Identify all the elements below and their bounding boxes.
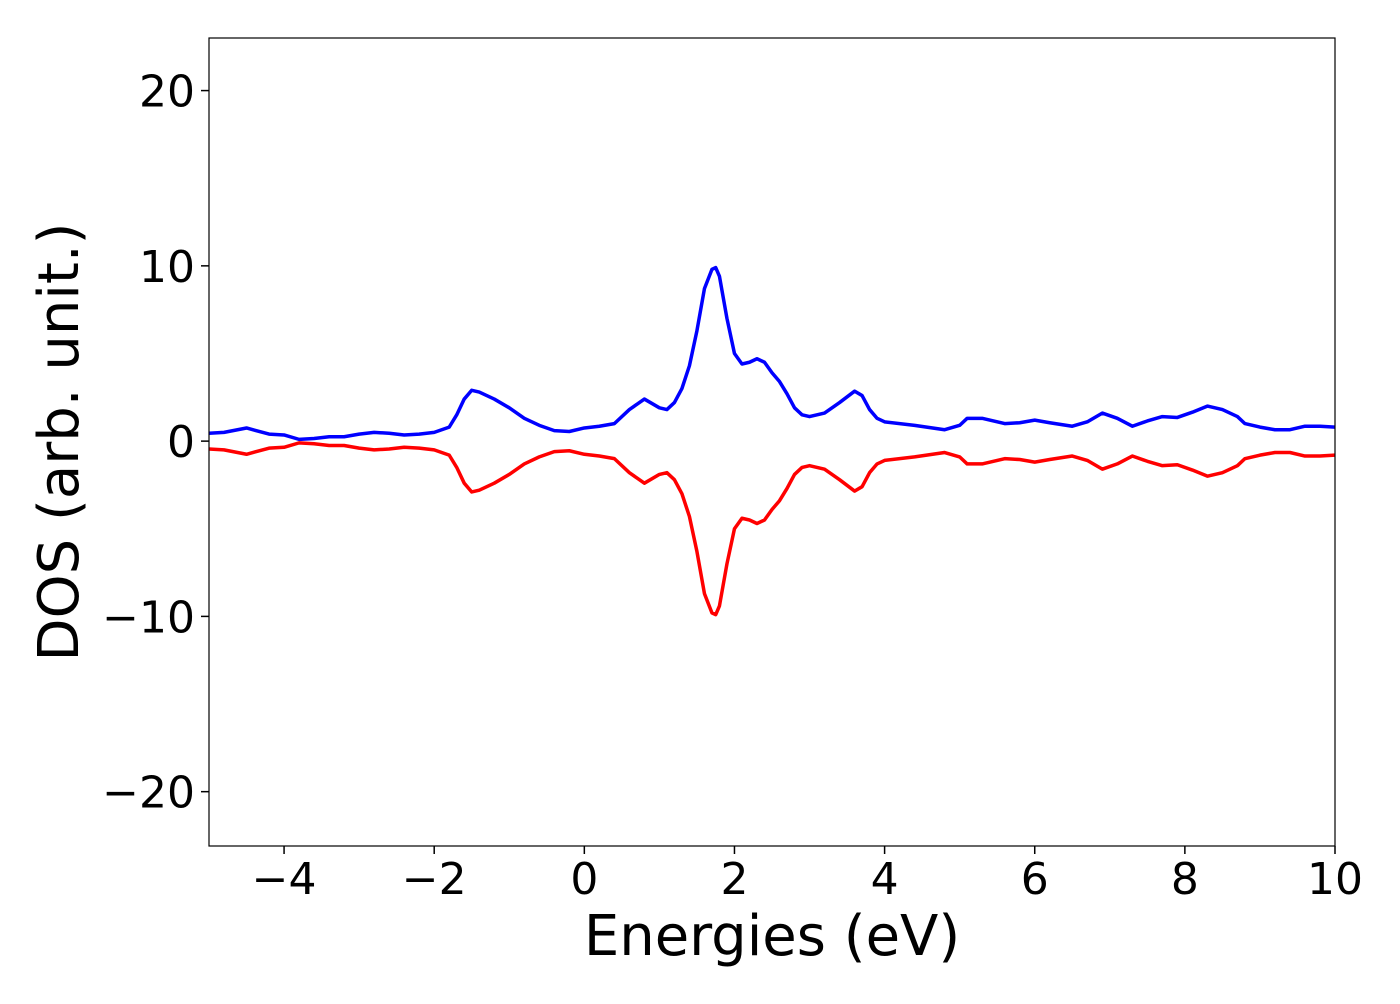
y-tick-label: 20 [139, 67, 195, 118]
x-tick-label: 0 [570, 854, 598, 905]
x-tick-label: −4 [252, 854, 317, 905]
x-tick-label: 4 [871, 854, 899, 905]
y-tick-label: 0 [167, 417, 195, 468]
line-series [209, 441, 1335, 617]
plot-frame [208, 37, 1336, 847]
y-tick-label: −20 [102, 768, 195, 819]
y-tick-label: −10 [102, 592, 195, 643]
y-tick-label: 10 [139, 242, 195, 293]
x-tick-label: 8 [1171, 854, 1199, 905]
line-series [209, 265, 1335, 442]
x-tick-label: −2 [402, 854, 467, 905]
x-tick-label: 6 [1021, 854, 1049, 905]
x-tick-label: 2 [720, 854, 748, 905]
x-axis-label: Energies (eV) [584, 904, 960, 969]
x-tick-label: 10 [1307, 854, 1363, 905]
y-axis-label: DOS (arb. unit.) [27, 222, 92, 661]
